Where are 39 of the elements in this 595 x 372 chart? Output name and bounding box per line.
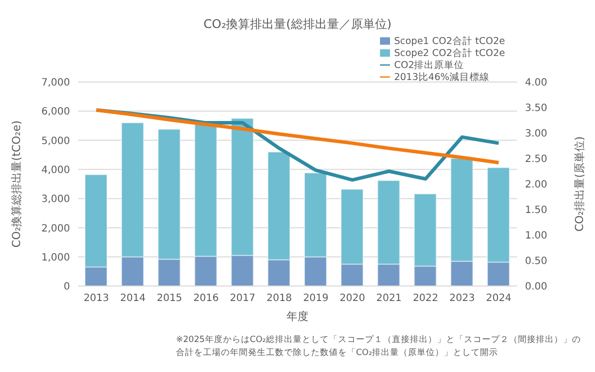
text: ※2025年度からはCO₂総排出量として「スコープ１（直接排出）」と「スコープ２（間接排出）」の合計を工場の年間発生工数で除した数値を「CO₂排出量（原単位）」として開示 (176, 334, 582, 360)
y2-axis-title: CO₂排出量(原単位) (572, 136, 586, 232)
y-tick-label: 1,000 (41, 252, 70, 264)
y2-tick-label: 0.00 (525, 282, 548, 293)
y2-tick-label: 2.00 (525, 180, 548, 191)
y-axis-title: CO₂換算総排出量(tCO₂e) (10, 120, 23, 248)
y-tick-label: 0 (64, 282, 70, 293)
legend-label: CO2排出原単位 (394, 60, 464, 71)
x-tick-label: 2019 (303, 293, 329, 304)
line-series (94, 108, 500, 164)
x-tick-label: 2016 (193, 293, 219, 304)
x-tick-label: 2021 (376, 293, 402, 304)
y2-tick-label: 1.00 (525, 230, 548, 242)
y2-tick-label: 1.50 (525, 205, 548, 216)
x-tick-label: 2024 (486, 293, 512, 304)
x-tick-label: 2017 (230, 293, 256, 304)
y-tick-label: 3,000 (41, 194, 70, 206)
legend-label: Scope1 CO2合計 tCO2e (394, 36, 505, 47)
x-tick-label: 2018 (266, 293, 292, 304)
x-tick-label: 2013 (84, 293, 110, 304)
y-tick-label: 7,000 (41, 78, 70, 89)
y2-tick-label: 0.50 (525, 256, 548, 268)
x-tick-label: 2015 (156, 293, 182, 304)
y2-tick-label: 3.50 (525, 103, 548, 114)
x-tick-label: 2022 (412, 293, 438, 304)
x-tick-label: 2020 (340, 293, 366, 304)
y2-tick-label: 2.50 (525, 154, 548, 166)
y-tick-label: 4,000 (41, 164, 70, 176)
y2-tick-label: 3.00 (525, 128, 548, 140)
y-tick-label: 2,000 (41, 223, 70, 234)
y2-tick-label: 4.00 (525, 78, 548, 89)
x-tick-label: 2014 (120, 293, 146, 304)
x-axis-title: 年度 (286, 310, 308, 323)
legend-label: Scope2 CO2合計 tCO2e (394, 48, 505, 59)
y-tick-label: 5,000 (41, 136, 70, 147)
y-tick-label: 6,000 (41, 106, 70, 118)
legend-label: 2013比46%減目標線 (394, 72, 490, 83)
x-tick-label: 2023 (449, 293, 475, 304)
chart-title: CO₂換算排出量(総排出量／原単位) (202, 16, 392, 33)
